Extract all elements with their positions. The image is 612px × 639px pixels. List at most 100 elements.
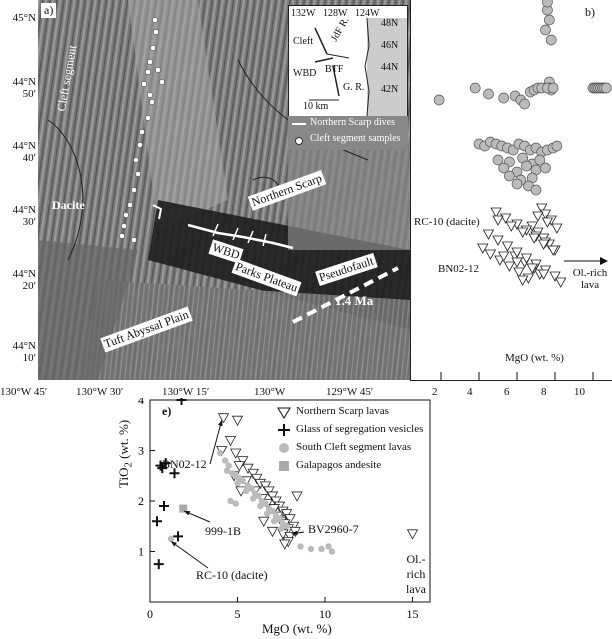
panel-b-triangle-point	[482, 229, 495, 240]
south-cleft-point	[325, 543, 332, 550]
legend-e-square-text: Galapagos andesite	[296, 459, 382, 471]
panel-b-circle-point	[498, 92, 510, 104]
inset-lat-48: 48N	[381, 18, 399, 29]
lat-tick-6: 44°N 10′	[12, 340, 36, 364]
northern-scarp-point	[217, 413, 230, 424]
panel-b-triangle-point	[528, 233, 540, 244]
legend-dives-text: Northern Scarp dives	[310, 117, 395, 128]
lon-tick-4: 130°W	[254, 386, 286, 398]
panel-b-xtick-2: 2	[432, 386, 438, 398]
lat-tick-2: 44°N 50′	[12, 76, 36, 100]
vesicle-glass-point	[153, 559, 164, 570]
dive-track	[187, 223, 294, 250]
panel-b-xtick-6: 6	[504, 386, 510, 398]
panel-e-ytick: 2	[138, 494, 144, 508]
panel-b-triangle-point	[511, 257, 523, 268]
panel-b-triangle-point	[517, 227, 529, 238]
panel-b-circle-point	[530, 184, 542, 196]
cleft-sample-dot	[139, 129, 145, 135]
inset-lat-44: 44N	[381, 62, 399, 73]
northern-scarp-point	[247, 468, 259, 480]
panel-b-circle-point	[545, 34, 557, 46]
legend-triangle-marker	[277, 407, 291, 419]
inset-map	[309, 17, 407, 117]
panel-b-circle-point	[483, 88, 494, 100]
south-cleft-point	[223, 467, 231, 474]
lon-tick-3: 130°W 15′	[162, 386, 210, 398]
panel-b-circle-point	[547, 82, 559, 94]
south-cleft-point	[262, 500, 269, 507]
cleft-sample-dot	[137, 142, 143, 148]
lat-tick-4: 44°N 30′	[12, 204, 36, 228]
panel-e-ylabel: TiO2 (wt. %)	[116, 419, 135, 488]
panel-e-xtick: 5	[235, 607, 241, 621]
panel-b-triangle-point	[532, 211, 544, 222]
panel-b-frame	[410, 0, 612, 381]
south-cleft-point	[234, 480, 241, 487]
northern-scarp-point	[279, 539, 291, 550]
south-cleft-point	[271, 518, 278, 525]
northern-scarp-point	[266, 491, 279, 502]
panel-b-triangle-point	[503, 261, 516, 272]
cleft-sample-dot	[145, 69, 151, 75]
south-cleft-point	[318, 545, 325, 553]
vesicle-glass-point	[173, 531, 183, 542]
panel-e-xtick: 0	[147, 607, 153, 621]
vesicle-glass-point	[159, 501, 169, 512]
panel-b-circle-point	[498, 162, 510, 174]
northern-scarp-point	[270, 496, 282, 507]
northern-scarp-point	[231, 415, 244, 427]
panel-b-triangle-point	[505, 221, 517, 232]
legend-circle-marker	[279, 443, 289, 453]
panel-b-circle-point	[469, 82, 481, 94]
northern-scarp-point	[291, 491, 303, 502]
vesicle-glass-point	[157, 463, 168, 474]
panel-e-xlabel: MgO (wt. %)	[262, 621, 332, 636]
cleft-sample-dot	[127, 202, 133, 208]
cleft-sample-dot	[123, 212, 129, 218]
panel-b-triangle-point	[537, 239, 550, 250]
dacite-label: Dacite	[52, 198, 85, 212]
cleft-sample-dot	[159, 79, 165, 85]
cleft-sample-dot	[145, 115, 151, 121]
cleft-sample-dot	[155, 67, 161, 73]
lon-tick-1: 130°W 45′	[0, 386, 48, 398]
legend-e-markers	[277, 407, 291, 471]
legend-samples-text: Cleft segment samples	[310, 133, 401, 144]
cleft-sample-dot	[153, 29, 159, 35]
inset-scale-label: 10 km	[303, 101, 329, 112]
legend-e-plus-text: Glass of segregation vesicles	[296, 423, 424, 435]
panel-b-circle-point	[534, 154, 546, 166]
legend-e-circle-text: South Cleft segment lavas	[296, 441, 412, 453]
panel-b-circle-point	[504, 170, 515, 182]
panel-b-xtick-4: 4	[467, 386, 473, 398]
panel-b-circle-point	[543, 14, 555, 26]
arrow-bn02	[209, 420, 223, 465]
cleft-sample-dot	[150, 45, 156, 51]
inset-cleft-label: Cleft	[293, 36, 313, 47]
south-cleft-point	[307, 545, 315, 553]
inset-lat-46: 46N	[381, 40, 399, 51]
northern-scarp-point	[230, 448, 242, 459]
panel-b-triangle-point	[490, 207, 502, 218]
panel-b-circle-point	[519, 98, 530, 110]
panel-b-xtick-10: 10	[574, 386, 585, 398]
south-cleft-point	[269, 507, 276, 515]
northern-scarp-point	[258, 516, 270, 528]
panel-b-plot	[433, 0, 612, 380]
cleft-sample-dot	[119, 233, 125, 239]
northern-scarp-point	[242, 463, 254, 474]
panel-e-xtick: 15	[407, 607, 419, 621]
galapagos-point	[179, 504, 188, 513]
south-cleft-point	[239, 477, 246, 484]
panel-b-triangle-point	[498, 251, 510, 262]
panel-b-triangle-point	[555, 277, 567, 288]
panel-b-triangle-point	[517, 275, 529, 286]
annot-bv2960: BV2960-7	[308, 522, 359, 536]
panel-b-triangle-point	[477, 243, 489, 254]
panel-b-bn02-label: BN02-12	[438, 263, 479, 275]
south-cleft-point	[276, 515, 283, 522]
panel-b-triangle-point	[549, 271, 561, 282]
panel-b-xlabel: MgO (wt. %)	[505, 352, 564, 364]
panel-b-circle-point	[551, 140, 563, 152]
